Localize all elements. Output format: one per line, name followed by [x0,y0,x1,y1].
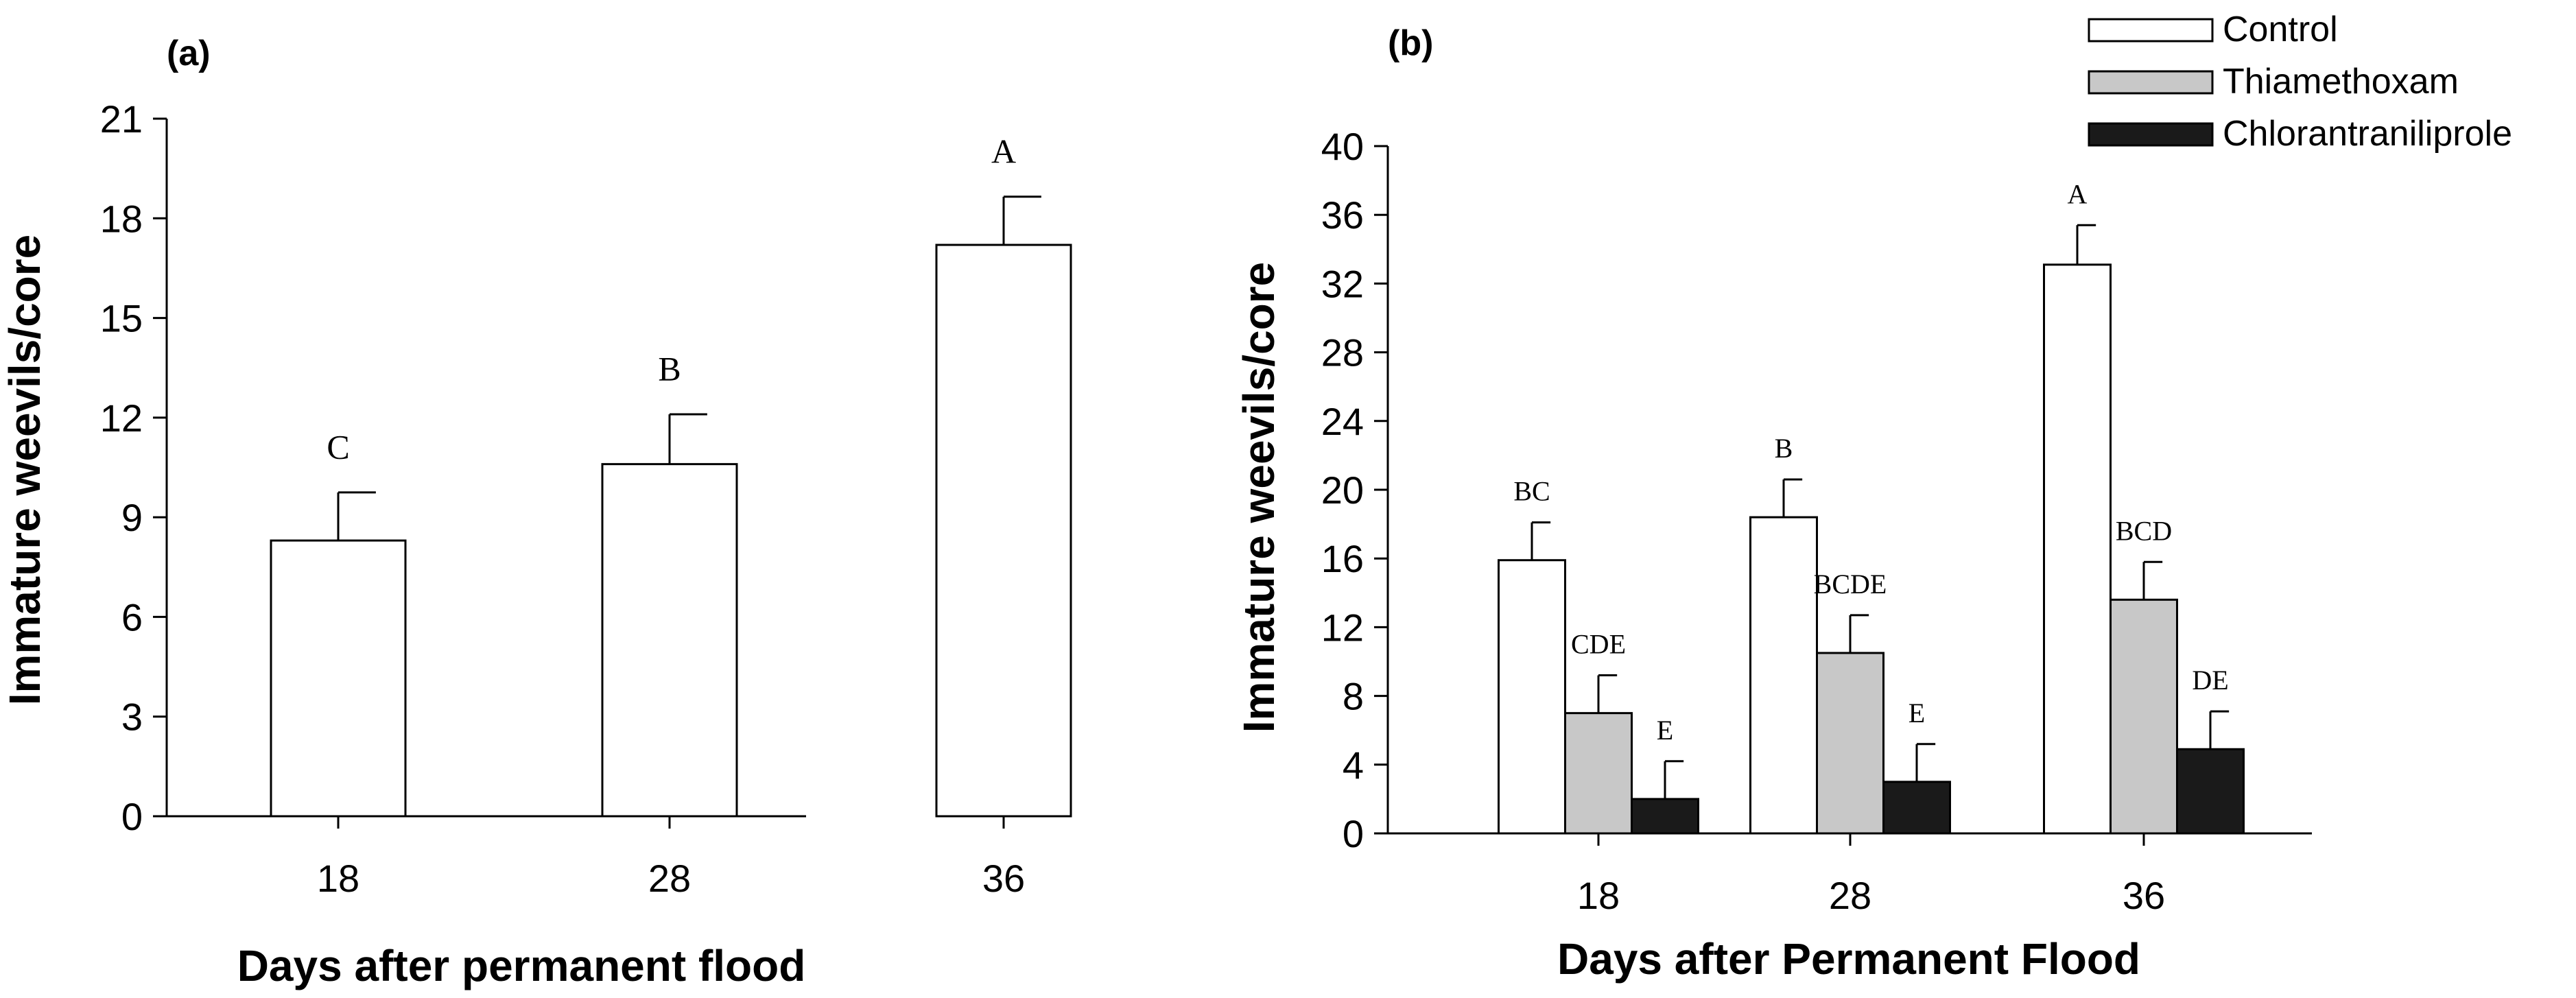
significance-letter-chlorantraniliprole-day-36: DE [2192,665,2228,696]
significance-letter-chlorantraniliprole-day-28: E [1909,698,1925,728]
bar-control-day-18 [270,539,407,818]
y-tick-label-32: 32 [1321,262,1364,305]
y-tick-label-12: 12 [1321,606,1364,649]
y-tick-label-6: 6 [121,595,143,639]
x-tick-label-18: 18 [317,857,359,900]
y-tick-label-0: 0 [121,795,143,838]
significance-letter-control-day-18: BC [1513,476,1550,507]
legend-item-chlorantraniliprole: Chlorantraniliprole [2088,114,2512,154]
legend-item-thiamethoxam: Thiamethoxam [2088,62,2459,102]
legend-label-chlorantraniliprole: Chlorantraniliprole [2223,114,2512,154]
bar-thiamethoxam-day-18 [1564,712,1633,835]
bar-chlorantraniliprole-day-28 [1882,781,1951,835]
y-tick-label-28: 28 [1321,331,1364,375]
legend-label-control: Control [2223,10,2338,49]
significance-letter-control-day-28: B [1775,433,1793,464]
y-tick-label-36: 36 [1321,193,1364,237]
y-tick-label-9: 9 [121,496,143,539]
significance-letter-control-day-36: A [2068,178,2088,209]
significance-letter-thiamethoxam-day-36: BCD [2116,515,2172,546]
bar-chlorantraniliprole-day-36 [2176,748,2245,835]
x-tick-label-36: 36 [982,857,1025,900]
significance-letter-thiamethoxam-day-18: CDE [1571,629,1626,660]
legend: Control Thiamethoxam Chlorantraniliprole [2088,10,2512,154]
panel-b-chart: (b) Immature weevils/core Days after Per… [1234,10,2512,984]
significance-letter-control-day-28: B [658,350,681,388]
bar-control-day-28 [601,463,738,818]
bar-control-day-18 [1498,559,1566,835]
y-tick-label-3: 3 [121,696,143,739]
x-tick-label-28: 28 [648,857,691,900]
bar-control-day-28 [1749,516,1818,835]
y-tick-label-20: 20 [1321,468,1364,512]
panel-a-x-axis-title: Days after permanent flood [237,941,806,990]
panel-b-axes: 18 28 36 0 4 8 12 16 20 24 28 32 36 40 [1321,125,2312,917]
y-tick-label-4: 4 [1343,744,1364,787]
x-tick-label-36: 36 [2123,874,2165,917]
y-tick-label-24: 24 [1321,400,1364,443]
panel-a-label: (a) [167,34,211,73]
panel-b-y-axis-title: Immature weevils/core [1234,262,1284,733]
bar-thiamethoxam-day-36 [2110,598,2178,835]
legend-label-thiamethoxam: Thiamethoxam [2223,62,2459,102]
panel-b-bars: BC CDE E B BCDE E A BCD DE [1498,178,2245,835]
significance-letter-thiamethoxam-day-28: BCDE [1814,569,1887,599]
y-tick-label-0: 0 [1343,812,1364,855]
y-tick-label-16: 16 [1321,537,1364,580]
bar-control-day-36 [935,243,1072,818]
significance-letter-control-day-18: C [327,427,349,466]
panel-a-y-axis-title: Immature weevils/core [0,235,49,706]
bar-control-day-36 [2043,263,2112,835]
bar-thiamethoxam-day-28 [1816,652,1884,835]
panel-b-x-axis-title: Days after Permanent Flood [1557,934,2140,984]
legend-swatch-thiamethoxam [2088,70,2214,95]
panel-a-chart: (a) Immature weevils/core Days after per… [0,34,1072,990]
y-tick-label-15: 15 [100,297,143,340]
y-tick-label-8: 8 [1343,675,1364,718]
legend-item-control: Control [2088,10,2338,49]
panel-a-bars: C B A [270,132,1072,818]
panel-b-label: (b) [1388,23,1433,63]
y-tick-label-21: 21 [100,97,143,141]
significance-letter-chlorantraniliprole-day-18: E [1657,715,1673,746]
y-tick-label-18: 18 [100,197,143,240]
y-tick-label-12: 12 [100,396,143,440]
x-tick-label-18: 18 [1577,874,1620,917]
legend-swatch-chlorantraniliprole [2088,122,2214,147]
y-tick-label-40: 40 [1321,125,1364,168]
bar-chlorantraniliprole-day-18 [1631,798,1699,835]
significance-letter-control-day-36: A [991,132,1016,170]
x-tick-label-28: 28 [1829,874,1871,917]
legend-swatch-control [2088,18,2214,43]
